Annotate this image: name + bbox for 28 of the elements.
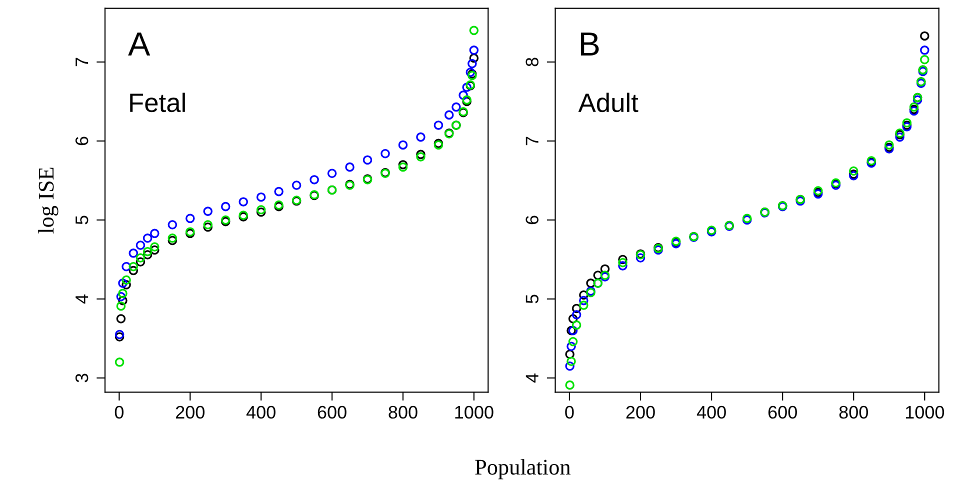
x-tick-label: 0 — [114, 406, 124, 419]
y-tick-label: 4 — [526, 373, 538, 383]
x-tick-label: 600 — [318, 406, 346, 419]
y-tick-label: 5 — [76, 216, 88, 224]
x-tick-label: 1000 — [906, 406, 944, 419]
x-tick-label: 800 — [839, 406, 868, 419]
annotation: A — [128, 32, 150, 56]
y-tick-label: 6 — [75, 136, 88, 146]
annotation: Fetal — [130, 92, 185, 112]
annotation: Adult — [578, 92, 638, 112]
x-tick-label: 400 — [696, 406, 726, 419]
y-tick-label: 3 — [75, 374, 88, 382]
x-tick-label: 1000 — [455, 406, 494, 419]
y-tick-label: 5 — [526, 294, 538, 304]
x-tick-label: 400 — [246, 406, 276, 419]
y-tick-label: 6 — [526, 216, 538, 224]
x-tick-label: 600 — [768, 406, 797, 419]
x-tick-label: 200 — [176, 406, 205, 419]
x-tick-label: 0 — [565, 406, 574, 419]
y-tick-label: 8 — [526, 58, 538, 66]
annotation: B — [581, 32, 599, 56]
y-tick-label: 7 — [76, 58, 88, 66]
y-tick-label: 7 — [526, 136, 538, 146]
x-tick-label: 200 — [626, 406, 655, 419]
x-axis-title: Population — [475, 459, 570, 480]
y-axis-title: log ISE — [38, 168, 58, 234]
y-tick-label: 4 — [76, 294, 88, 304]
x-tick-label: 800 — [388, 406, 418, 419]
